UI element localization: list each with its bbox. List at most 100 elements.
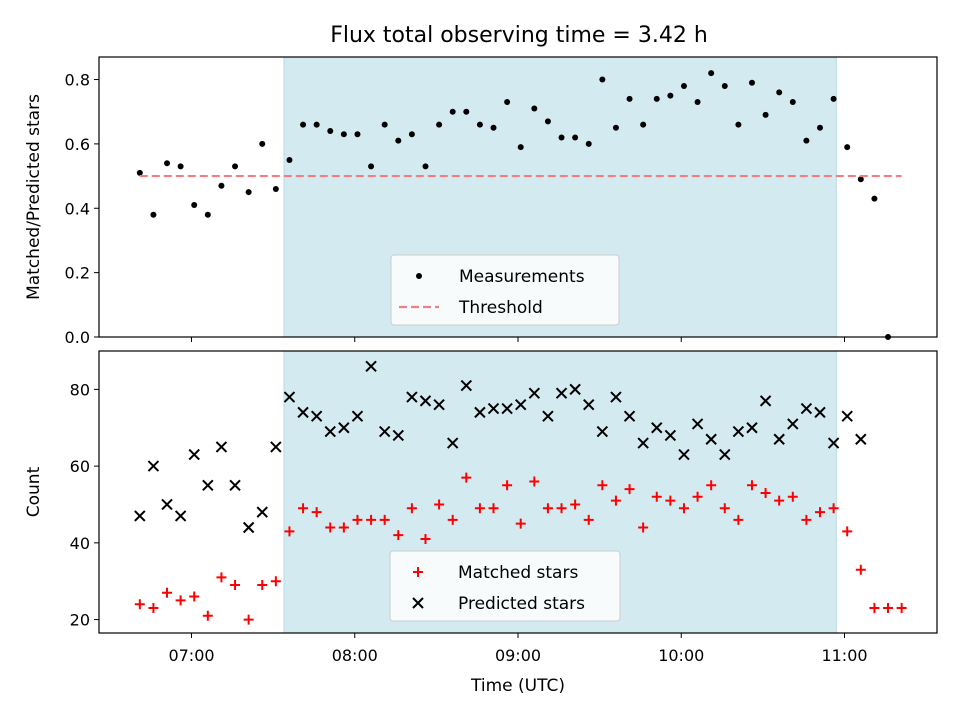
panel-1: 0.0 0.2 0.4 0.6 0.8 Matched/Predicted stars Me…	[24, 56, 938, 347]
predicted-star-point	[855, 433, 867, 445]
predicted-star-point	[623, 410, 636, 422]
predicted-star-point	[351, 410, 364, 422]
predicted-star-point	[215, 441, 228, 453]
predicted-star-point	[651, 422, 663, 434]
measurement-point	[572, 134, 579, 141]
measurement-point	[844, 144, 851, 151]
measurement-point	[177, 163, 184, 170]
series-matched-stars	[134, 472, 907, 625]
measurement-point	[504, 99, 511, 106]
matched-star-point	[719, 503, 730, 514]
measurement-point	[558, 134, 565, 141]
matched-star-point	[692, 491, 703, 502]
predicted-star-point	[419, 395, 432, 407]
matched-star-point	[447, 514, 458, 525]
matched-star-point	[610, 495, 621, 506]
matched-star-point	[638, 522, 649, 533]
y-tick-label: 0.2	[65, 264, 90, 283]
matched-star-point	[434, 499, 445, 510]
matched-star-point	[175, 595, 186, 606]
measurement-point	[327, 128, 334, 135]
matched-star-point	[529, 476, 540, 487]
measurement-point	[708, 70, 715, 77]
measurement-point	[476, 121, 483, 128]
matched-star-point	[733, 514, 744, 525]
series-measurements	[136, 70, 892, 340]
measurement-point	[748, 79, 755, 86]
axes-frame	[98, 350, 938, 634]
predicted-star-point	[705, 433, 717, 445]
matched-star-point	[883, 603, 894, 614]
matched-star-point	[420, 534, 431, 544]
y-tick-label: 60	[70, 457, 90, 476]
predicted-star-point	[528, 387, 541, 399]
matched-star-point	[896, 603, 907, 614]
legend-box	[389, 550, 621, 622]
matched-star-point	[624, 484, 635, 495]
predicted-star-point	[406, 391, 418, 403]
matched-star-point	[393, 530, 404, 541]
axes-frame	[98, 56, 938, 338]
measurement-point	[694, 99, 701, 106]
predicted-star-point	[174, 510, 187, 522]
matched-star-point	[502, 480, 513, 491]
predicted-star-point	[147, 460, 160, 472]
measurement-point	[259, 140, 266, 147]
measurement-point	[667, 92, 674, 99]
measurement-point	[136, 169, 143, 176]
matched-star-point	[488, 503, 499, 514]
predicted-star-point	[256, 506, 268, 518]
matched-star-point	[311, 507, 322, 518]
predicted-star-point	[719, 448, 731, 461]
predicted-star-point	[242, 521, 255, 534]
predicted-star-point	[378, 425, 391, 438]
measurement-point	[272, 185, 279, 192]
matched-star-point	[828, 503, 839, 514]
measurement-point	[395, 137, 402, 144]
measurement-point	[204, 211, 211, 218]
measurement-point	[803, 137, 810, 144]
matched-star-point	[474, 503, 485, 514]
measurement-point	[612, 124, 619, 131]
matched-star-point	[162, 587, 173, 598]
matched-star-point	[379, 514, 390, 525]
predicted-star-point	[759, 395, 772, 407]
matched-star-point	[515, 518, 526, 529]
measurement-point	[422, 163, 429, 170]
predicted-star-point	[501, 402, 513, 415]
matched-star-point	[298, 503, 309, 514]
matched-star-point	[216, 572, 227, 583]
measurement-point	[544, 118, 551, 125]
y-tick-label: 0.4	[65, 199, 90, 218]
predicted-star-point	[392, 429, 404, 442]
measurement-point	[721, 82, 728, 89]
predicted-star-point	[365, 360, 377, 373]
measurement-point	[313, 121, 320, 128]
legend-marker	[416, 273, 422, 279]
measurement-point	[762, 111, 769, 118]
y-tick-label: 0.0	[65, 328, 90, 347]
panel-2: 20 40 60 80 07:00 08:00 09:00 10:00 11:00 Count Ti…	[24, 350, 938, 696]
x-tick-label: 07:00	[168, 646, 214, 665]
y-axis-label: Matched/Predicted stars	[24, 94, 44, 300]
measurement-point	[531, 105, 538, 112]
legend: Matched stars Predicted stars	[389, 550, 621, 622]
predicted-star-point	[841, 410, 853, 422]
predicted-star-point	[637, 437, 649, 449]
matched-star-point	[325, 522, 336, 533]
predicted-star-point	[827, 437, 840, 449]
measurement-point	[599, 76, 606, 83]
matched-star-point	[270, 576, 281, 587]
matched-star-point	[570, 499, 581, 510]
legend-marker	[413, 567, 423, 577]
matched-star-point	[542, 503, 553, 514]
y-axis-label: Count	[24, 466, 44, 517]
matched-star-point	[230, 580, 241, 591]
predicted-star-point	[487, 402, 500, 415]
measurement-point	[232, 163, 239, 170]
measurement-point	[735, 121, 742, 128]
measurement-point	[449, 108, 456, 115]
predicted-star-point	[188, 448, 200, 461]
